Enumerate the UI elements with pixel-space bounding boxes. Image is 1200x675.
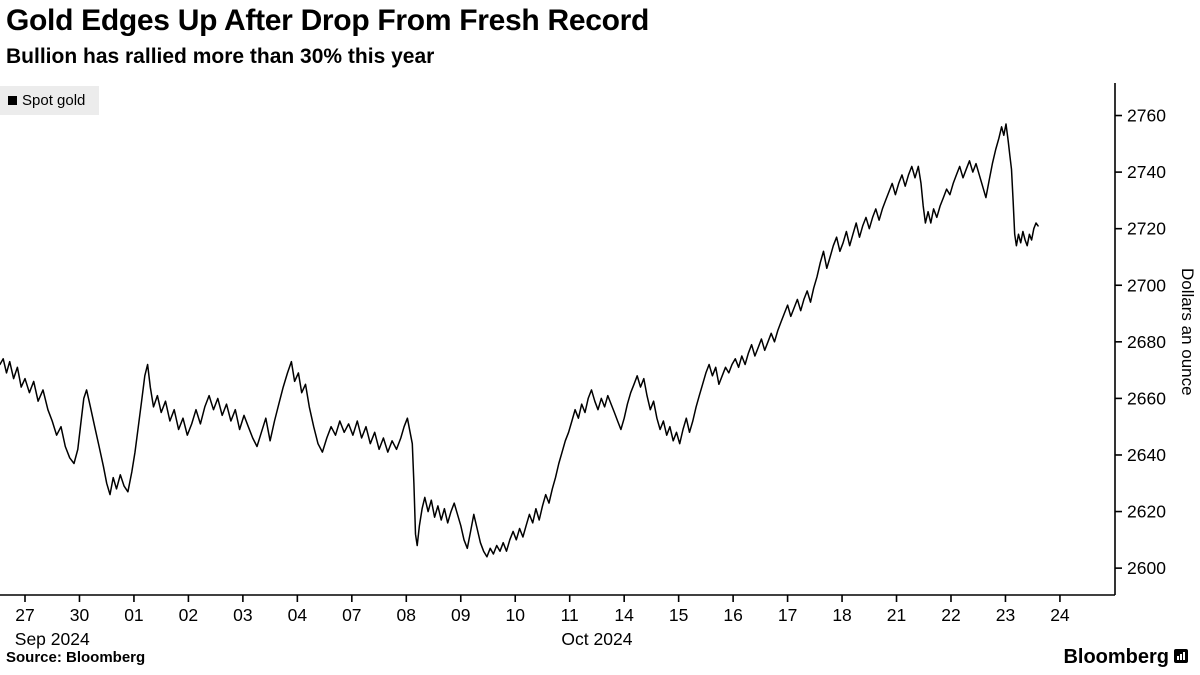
y-tick-label: 2620 xyxy=(1127,502,1166,522)
legend: Spot gold xyxy=(0,86,100,115)
x-tick-label: 09 xyxy=(451,605,470,625)
x-tick-label: 15 xyxy=(669,605,688,625)
x-month-label: Sep 2024 xyxy=(15,629,90,649)
bloomberg-mark-icon xyxy=(1174,646,1188,669)
x-tick-label: 08 xyxy=(397,605,416,625)
chart-subtitle: Bullion has rallied more than 30% this y… xyxy=(6,45,435,68)
y-tick-label: 2640 xyxy=(1127,445,1166,465)
x-tick-label: 11 xyxy=(561,605,579,625)
x-tick-label: 07 xyxy=(342,605,361,625)
y-tick-label: 2680 xyxy=(1127,332,1166,352)
x-tick-label: 22 xyxy=(941,605,960,625)
y-tick-label: 2740 xyxy=(1127,162,1166,182)
y-tick-label: 2760 xyxy=(1127,106,1166,126)
legend-swatch-icon xyxy=(8,96,17,105)
y-tick-label: 2660 xyxy=(1127,388,1166,408)
x-tick-label: 03 xyxy=(233,605,252,625)
x-tick-label: 24 xyxy=(1050,605,1070,625)
bloomberg-wordmark: Bloomberg xyxy=(1063,646,1169,668)
source-label: Source: Bloomberg xyxy=(6,649,146,666)
x-tick-label: 27 xyxy=(15,605,34,625)
chart-title: Gold Edges Up After Drop From Fresh Reco… xyxy=(6,4,650,37)
y-tick-label: 2600 xyxy=(1127,558,1166,578)
bloomberg-logo: Bloomberg xyxy=(1063,646,1188,669)
x-tick-label: 10 xyxy=(505,605,525,625)
spot-gold-price-line xyxy=(0,123,1039,558)
x-tick-label: 18 xyxy=(832,605,851,625)
x-tick-label: 17 xyxy=(778,605,797,625)
x-tick-label: 04 xyxy=(288,605,308,625)
x-month-label: Oct 2024 xyxy=(561,629,632,649)
y-tick-label: 2720 xyxy=(1127,219,1166,239)
legend-label: Spot gold xyxy=(22,92,86,109)
x-tick-label: 23 xyxy=(996,605,1015,625)
x-tick-label: 02 xyxy=(179,605,198,625)
x-tick-label: 30 xyxy=(70,605,90,625)
x-tick-label: 01 xyxy=(124,605,143,625)
y-axis-title: Dollars an ounce xyxy=(1178,268,1197,396)
x-tick-label: 21 xyxy=(887,605,906,625)
x-tick-label: 14 xyxy=(614,605,634,625)
y-tick-label: 2700 xyxy=(1127,275,1166,295)
x-tick-label: 16 xyxy=(723,605,742,625)
